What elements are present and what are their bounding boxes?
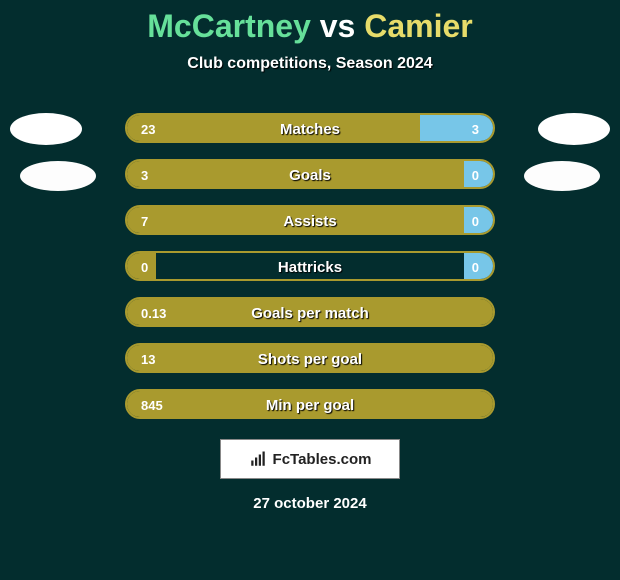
chart-area: 233Matches 30Goals 70Assists 00Hattricks 0.1… [0, 113, 620, 419]
stat-label: Matches [127, 115, 493, 143]
player2-badge-2 [524, 161, 600, 191]
title-player2: Camier [364, 8, 473, 44]
player1-badge [10, 113, 82, 145]
title-player1: McCartney [147, 8, 311, 44]
subtitle: Club competitions, Season 2024 [0, 55, 620, 73]
stat-label: Shots per goal [127, 345, 493, 373]
date-text: 27 october 2024 [0, 495, 620, 512]
stat-label: Min per goal [127, 391, 493, 419]
stat-rows: 233Matches 30Goals 70Assists 00Hattricks 0.1… [125, 113, 495, 419]
chart-icon [249, 450, 267, 468]
fctables-logo[interactable]: FcTables.com [220, 439, 400, 479]
stat-label: Hattricks [127, 253, 493, 281]
page-title: McCartney vs Camier [0, 0, 620, 45]
player1-badge-2 [20, 161, 96, 191]
stat-row: 233Matches [125, 113, 495, 143]
comparison-infographic: McCartney vs Camier Club competitions, S… [0, 0, 620, 580]
stat-label: Goals per match [127, 299, 493, 327]
logo-text: FcTables.com [273, 451, 372, 468]
stat-row: 70Assists [125, 205, 495, 235]
stat-row: 0.13Goals per match [125, 297, 495, 327]
stat-row: 13Shots per goal [125, 343, 495, 373]
player2-badge [538, 113, 610, 145]
stat-row: 00Hattricks [125, 251, 495, 281]
stat-row: 30Goals [125, 159, 495, 189]
title-vs: vs [320, 8, 356, 44]
stat-label: Goals [127, 161, 493, 189]
stat-row: 845Min per goal [125, 389, 495, 419]
stat-label: Assists [127, 207, 493, 235]
